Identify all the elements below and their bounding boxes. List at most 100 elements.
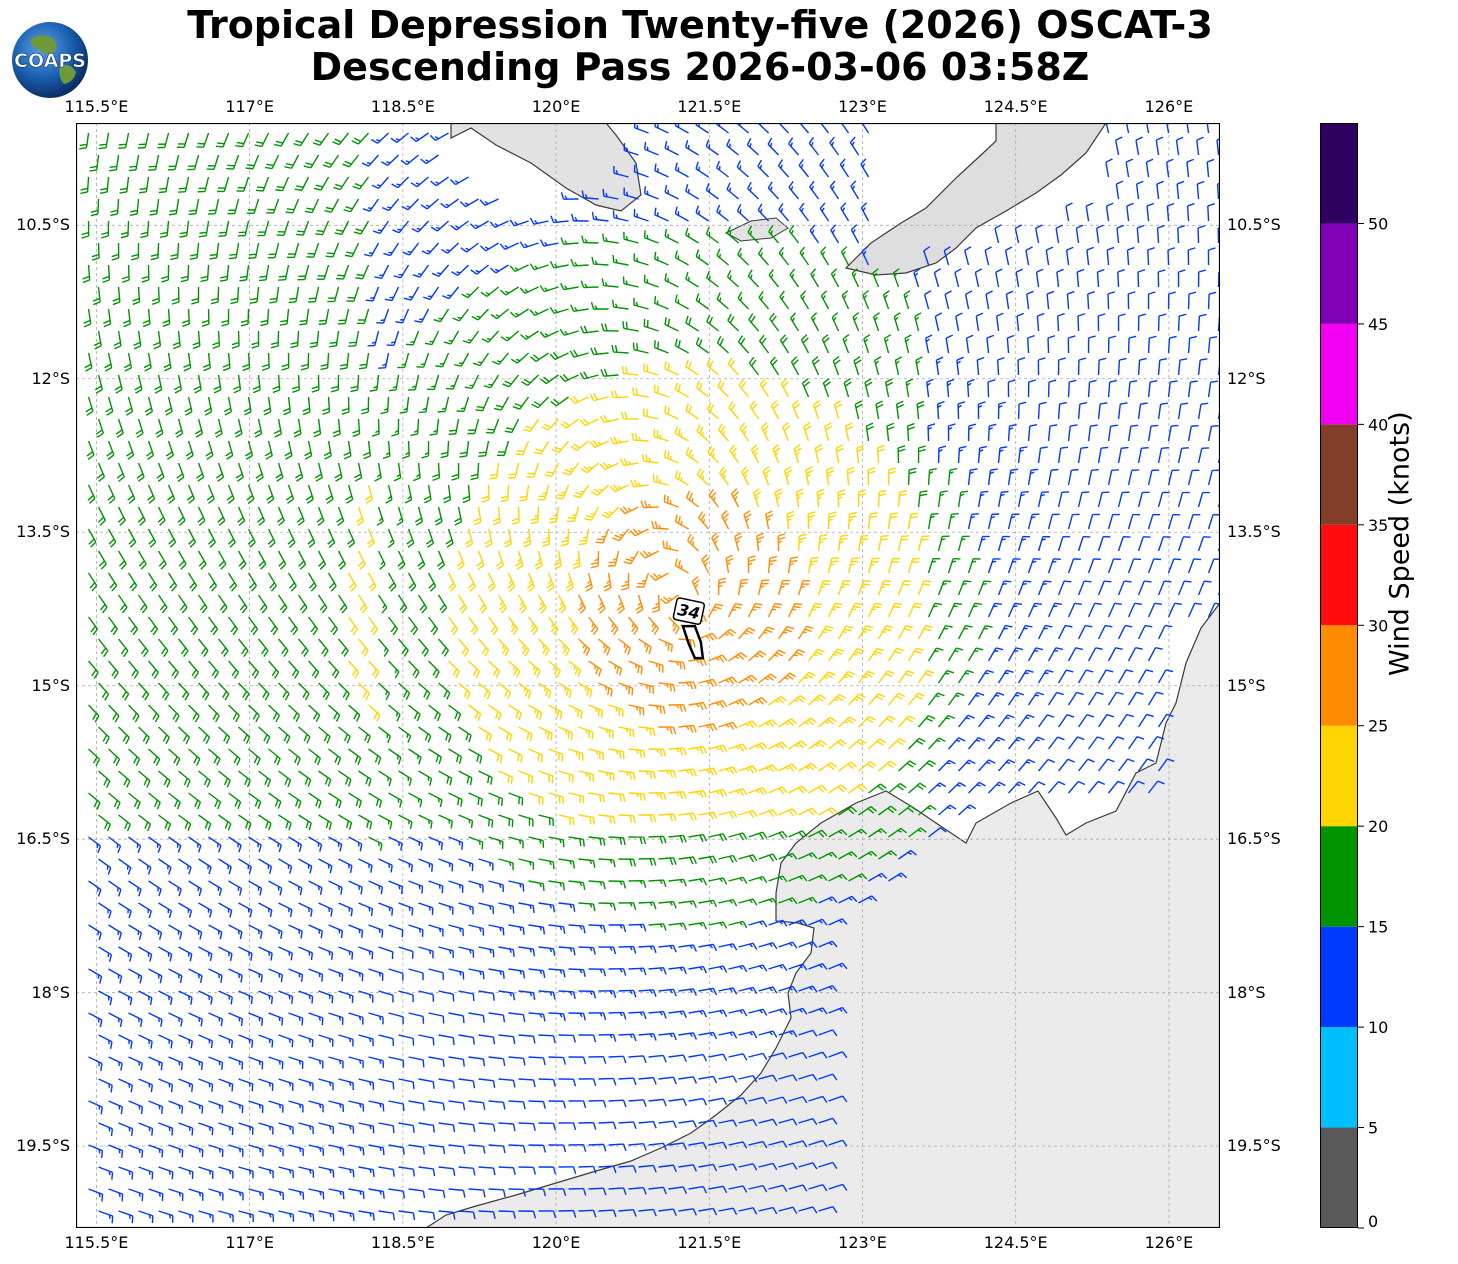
barb-flag — [1196, 136, 1204, 141]
barb-flag — [799, 246, 806, 254]
barb-flag — [295, 233, 304, 236]
lon-label-top: 120°E — [531, 97, 581, 116]
wind-barb — [550, 215, 569, 224]
lon-label-top: 115.5°E — [64, 97, 129, 116]
wind-barb — [266, 198, 280, 214]
barb-shaft — [1077, 315, 1080, 332]
wind-barb — [131, 242, 140, 261]
barb-shaft — [301, 176, 310, 191]
barb-shaft — [437, 462, 441, 479]
barb-flag — [1010, 468, 1019, 471]
barb-flag — [288, 301, 297, 304]
barb-shaft — [1047, 337, 1050, 354]
barb-flag — [1022, 583, 1027, 585]
barb-shaft — [664, 191, 679, 200]
wind-barb — [420, 154, 439, 165]
wind-barb — [400, 154, 419, 166]
barb-flag — [150, 257, 159, 261]
wind-barb — [1216, 182, 1220, 200]
wind-barb — [451, 264, 470, 277]
barb-flag — [199, 231, 207, 234]
barb-flag — [705, 183, 710, 191]
barb-flag — [728, 143, 731, 148]
wind-barb — [431, 264, 450, 278]
barb-flag — [862, 163, 866, 168]
wind-barb — [581, 235, 599, 244]
barb-flag — [1052, 560, 1057, 563]
barb-shaft — [1167, 249, 1170, 266]
wind-barb — [1136, 224, 1145, 244]
barb-flag — [821, 207, 825, 212]
lon-label-bottom: 118.5°E — [370, 1233, 435, 1252]
barb-flag — [219, 231, 227, 234]
barb-flag — [810, 560, 819, 563]
wind-barb — [410, 176, 429, 188]
barb-flag — [701, 431, 704, 437]
wind-map: 34 — [76, 123, 1220, 1228]
barb-shaft — [196, 242, 200, 258]
barb-flag — [278, 275, 287, 278]
barb-flag — [99, 191, 108, 194]
barb-shaft — [1156, 184, 1160, 200]
barb-flag — [716, 204, 721, 212]
wind-barb — [850, 180, 860, 200]
barb-flag — [841, 163, 845, 168]
barb-flag — [636, 124, 639, 130]
wind-barb — [119, 176, 130, 194]
barb-shaft — [157, 286, 160, 303]
barb-flag — [862, 207, 866, 212]
lat-label-right: 18°S — [1227, 982, 1266, 1002]
barb-shaft — [396, 132, 409, 143]
barb-flag — [449, 429, 457, 432]
barb-flag — [410, 136, 417, 143]
barb-shaft — [323, 264, 330, 280]
wind-barb — [383, 242, 400, 257]
wind-barb — [178, 176, 190, 193]
barb-flag — [760, 252, 763, 257]
barb-shaft — [1166, 162, 1170, 178]
barb-flag — [459, 201, 467, 208]
barb-flag — [654, 163, 657, 171]
wind-barb — [1106, 246, 1115, 266]
barb-flag — [1084, 580, 1092, 583]
barb-shaft — [265, 264, 270, 280]
barb-shaft — [320, 176, 330, 191]
barb-flag — [333, 186, 341, 191]
wind-barb — [591, 211, 609, 222]
barb-flag — [811, 556, 819, 559]
barb-shaft — [146, 220, 150, 237]
barb-flag — [258, 279, 267, 282]
barb-shaft — [302, 220, 310, 236]
barb-flag — [278, 278, 286, 281]
barb-flag — [420, 158, 427, 165]
wind-barb — [148, 154, 160, 171]
barb-shaft — [1177, 227, 1180, 244]
barb-shaft — [86, 176, 90, 193]
barb-flag — [412, 274, 421, 278]
barb-flag — [180, 279, 189, 283]
wind-barb — [80, 176, 90, 195]
barb-shaft — [613, 172, 629, 178]
barb-flag — [140, 231, 148, 235]
barb-shaft — [299, 132, 310, 147]
barb-flag — [1124, 580, 1132, 583]
wind-barb — [411, 220, 430, 233]
lat-label-left: 10.5°S — [16, 215, 70, 235]
barb-flag — [81, 231, 89, 236]
barb-flag — [119, 191, 127, 194]
barb-flag — [209, 257, 217, 260]
barb-shaft — [1137, 271, 1140, 288]
wind-barb — [1196, 136, 1204, 156]
wind-barb — [215, 132, 230, 148]
barb-flag — [370, 296, 375, 299]
lon-label-top: 118.5°E — [370, 97, 435, 116]
barb-flag — [584, 194, 588, 199]
wind-barb — [226, 154, 240, 170]
barb-shaft — [593, 218, 609, 222]
barb-flag — [1035, 224, 1043, 229]
barb-flag — [158, 191, 166, 194]
wind-barb — [159, 220, 170, 238]
barb-flag — [460, 407, 466, 410]
barb-shaft — [1085, 206, 1090, 222]
barb-flag — [405, 160, 410, 163]
